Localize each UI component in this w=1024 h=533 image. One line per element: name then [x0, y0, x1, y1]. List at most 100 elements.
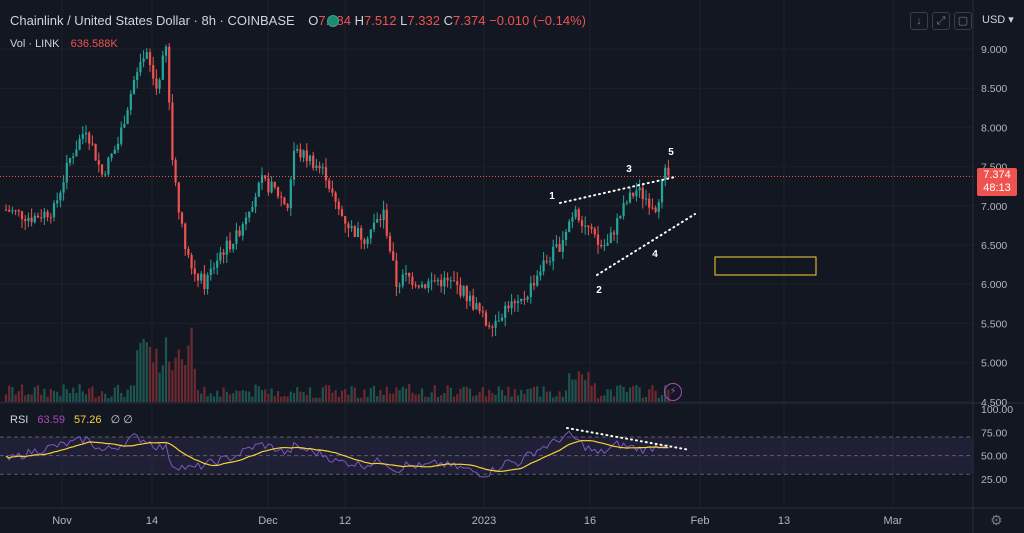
candle-body [363, 239, 366, 244]
volume-legend: Vol · LINK 636.588K [10, 38, 118, 50]
candle-body [264, 175, 267, 179]
candle-body [11, 210, 14, 212]
volume-bar [456, 394, 459, 402]
candle-body [232, 243, 235, 250]
volume-bar [609, 389, 612, 402]
candle-body [600, 244, 603, 247]
candle-body [27, 217, 30, 221]
volume-bar [516, 395, 520, 402]
volume-bar [36, 385, 40, 402]
candle-body [548, 261, 552, 263]
candle-body [174, 159, 177, 183]
volume-bar [635, 384, 638, 402]
volume-bar [235, 390, 238, 402]
candle-body [296, 149, 299, 151]
volume-bar [353, 387, 356, 402]
currency-select[interactable]: USD ▾ [982, 14, 1014, 26]
candle-body [353, 226, 356, 238]
volume-bar [59, 396, 62, 402]
candle-body [292, 150, 296, 180]
volume-bar [289, 391, 292, 402]
candle-body [136, 72, 139, 80]
volume-bar [292, 392, 296, 402]
volume-bar [436, 397, 440, 402]
candle-body [190, 254, 193, 269]
candle-body [520, 298, 523, 302]
candle-body [148, 52, 152, 66]
volume-bar [49, 388, 52, 402]
expand-icon[interactable]: ⤢ [932, 12, 950, 30]
volume-bar [65, 389, 68, 402]
volume-bar [254, 384, 257, 402]
volume-bar [644, 396, 648, 402]
candle-body [24, 219, 27, 221]
candle-body [516, 301, 520, 304]
volume-bar [478, 391, 481, 402]
candle-body [318, 165, 321, 169]
candle-body [398, 285, 401, 287]
candle-body [660, 179, 664, 203]
volume-bar [267, 393, 270, 402]
candle-body [622, 203, 625, 216]
rsi-ma-line [5, 439, 669, 473]
volume-bar [200, 393, 203, 402]
candle-body [577, 209, 580, 221]
screenshot-icon[interactable]: ▢ [954, 12, 972, 30]
candle-body [132, 79, 136, 94]
candle-body [94, 143, 97, 161]
price-tick-label: 5.000 [981, 358, 1007, 370]
lightning-icon[interactable]: ⚡ [664, 383, 682, 401]
rsi-value: 63.59 [37, 414, 65, 426]
candle-body [625, 202, 628, 204]
candle-body [644, 198, 648, 200]
candle-body [8, 209, 11, 212]
volume-bar [462, 386, 465, 402]
gear-icon[interactable]: ⚙ [990, 512, 1003, 528]
wave-label: 3 [626, 164, 632, 175]
candle-body [107, 157, 110, 175]
volume-bar [417, 394, 420, 402]
volume-bar [209, 393, 212, 402]
candle-body [244, 217, 248, 225]
volume-bar [542, 386, 545, 402]
volume-bar [203, 386, 206, 402]
candle-body [84, 132, 88, 135]
candle-body [305, 150, 308, 162]
volume-bar [273, 396, 276, 402]
arrow-down-icon[interactable]: ↓ [910, 12, 928, 30]
volume-bar [420, 388, 424, 402]
market-status-icon[interactable] [327, 15, 339, 27]
volume-bar [497, 386, 500, 402]
volume-bar [558, 391, 561, 402]
symbol-title[interactable]: Chainlink / United States Dollar · 8h · … [10, 13, 295, 28]
volume-bar [62, 384, 65, 402]
volume-bar [628, 387, 632, 402]
candle-body [344, 215, 347, 224]
volume-bar [280, 396, 283, 402]
volume-bar [17, 391, 20, 402]
candle-body [152, 65, 155, 79]
volume-bar [446, 385, 449, 402]
candle-body [347, 223, 350, 229]
volume-bar [321, 387, 324, 402]
volume-value: 636.588K [70, 38, 118, 50]
volume-bar [184, 364, 187, 402]
volume-bar [107, 397, 110, 402]
candle-body [596, 234, 600, 245]
candle-body [219, 252, 222, 261]
candle-body [385, 209, 388, 236]
volume-bar [148, 346, 152, 402]
volume-bar [142, 338, 145, 402]
candle-body [228, 240, 232, 250]
volume-bar [369, 388, 372, 402]
volume-bar [4, 394, 8, 402]
volume-bar [539, 396, 542, 402]
candle-body [337, 201, 340, 210]
volume-bar [155, 348, 158, 402]
time-tick-label: Dec [258, 515, 278, 527]
candle-body [68, 157, 72, 163]
candle-body [513, 301, 516, 304]
time-tick-label: 2023 [472, 515, 496, 527]
candle-body [440, 279, 443, 287]
